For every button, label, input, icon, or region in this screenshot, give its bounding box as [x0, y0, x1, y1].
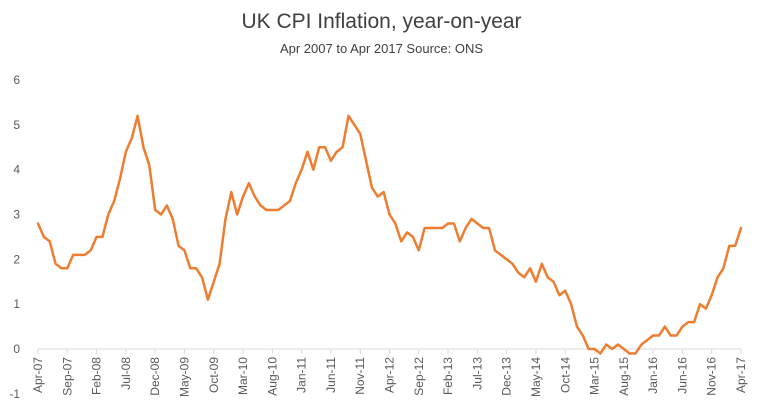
x-tick-label: Jun-11	[324, 357, 338, 393]
x-tick-label: Jan-16	[646, 357, 660, 394]
x-tick-label: Dec-08	[148, 357, 162, 396]
x-tick-label: Oct-14	[558, 357, 572, 393]
y-tick-label: 1	[13, 297, 20, 311]
y-tick-label: 0	[13, 342, 20, 356]
x-tick-label: May-09	[177, 357, 191, 397]
x-tick-label: Feb-08	[90, 357, 104, 395]
x-tick-label: Aug-10	[265, 357, 279, 396]
x-tick-label: Jan-11	[295, 357, 309, 393]
x-tick-label: Aug-15	[617, 357, 631, 396]
chart-title: UK CPI Inflation, year-on-year	[241, 10, 522, 33]
series-line-cpi	[36, 114, 743, 355]
x-tick-label: Apr-07	[31, 357, 45, 393]
x-tick-label: Dec-13	[500, 357, 514, 396]
x-tick-label: Mar-15	[588, 357, 602, 395]
chart-subtitle: Apr 2007 to Apr 2017 Source: ONS	[279, 41, 484, 56]
x-tick-label: May-14	[529, 357, 543, 397]
y-tick-label: 2	[13, 252, 20, 266]
y-tick-label: 3	[13, 208, 20, 222]
x-tick-label: Nov-16	[705, 357, 719, 396]
y-tick-label: 6	[13, 73, 20, 87]
x-tick-label: Jul-13	[470, 357, 484, 390]
x-tick-label: Apr-17	[734, 357, 748, 393]
x-tick-label: Oct-09	[207, 357, 221, 393]
x-tick-label: Jul-08	[119, 357, 133, 390]
x-tick-label: Sep-12	[412, 357, 426, 396]
y-tick-label: -1	[9, 387, 20, 401]
x-tick-label: Sep-07	[60, 357, 74, 396]
y-tick-label: 5	[13, 118, 20, 132]
x-tick-label: Jun-16	[675, 357, 689, 394]
x-tick-label: Apr-12	[383, 357, 397, 393]
x-tick-label: Mar-10	[236, 357, 250, 395]
x-tick-label: Feb-13	[441, 357, 455, 395]
x-tick-label: Nov-11	[353, 357, 367, 395]
y-tick-label: 4	[13, 163, 20, 177]
